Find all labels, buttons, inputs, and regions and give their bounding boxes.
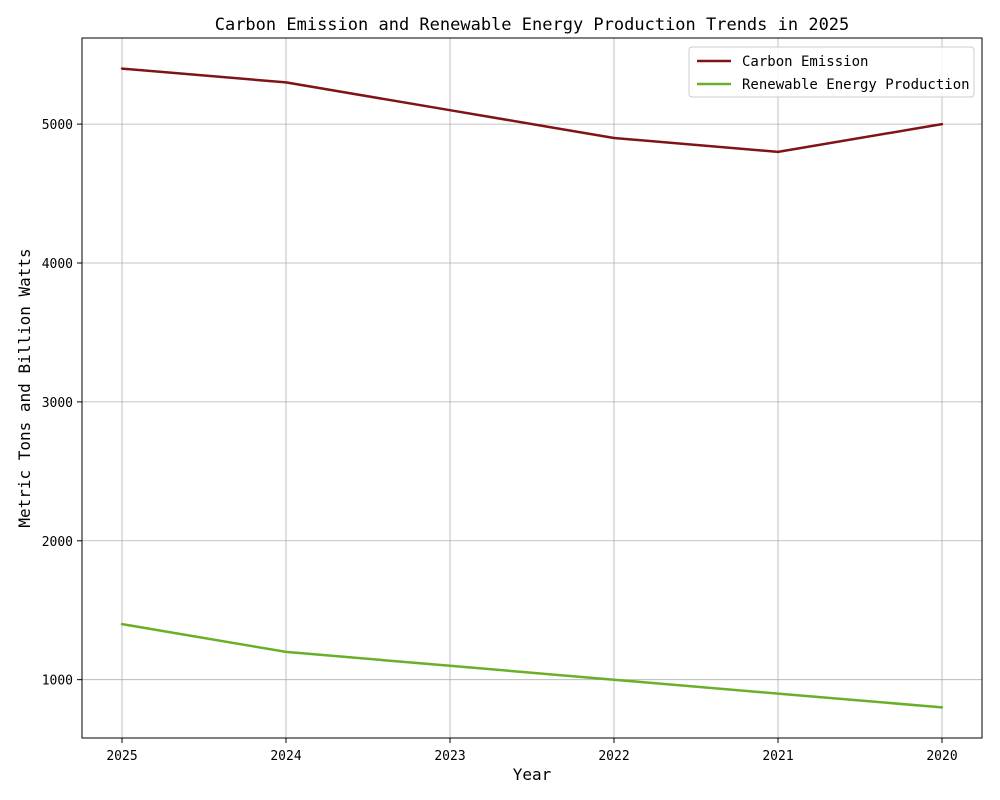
data-point-carbon-emission: [612, 136, 616, 140]
x-tick-label: 2024: [270, 749, 301, 764]
data-point-carbon-emission: [776, 150, 780, 154]
legend-label-carbon-emission: Carbon Emission: [742, 54, 868, 70]
x-tick-label: 2022: [598, 749, 629, 764]
y-tick-label: 5000: [42, 118, 73, 133]
x-axis-ticks: 2025 2024 2023 2022 2021 2020: [106, 738, 958, 764]
x-tick-label: 2020: [926, 749, 957, 764]
plot-frame: [81, 37, 983, 739]
legend-box: [688, 46, 975, 98]
x-axis-label: Year: [513, 765, 552, 784]
data-point-renewable-energy-production: [448, 664, 452, 667]
data-point-renewable-energy-production: [120, 622, 124, 626]
data-point-renewable-energy-production: [612, 678, 616, 681]
series-line-carbon-emission: [121, 67, 943, 154]
x-tick-label: 2021: [762, 749, 793, 764]
data-point-carbon-emission: [940, 122, 944, 126]
y-axis-label: Metric Tons and Billion Watts: [15, 248, 34, 527]
series-line-renewable-energy-production: [121, 622, 943, 709]
series-lines: [120, 67, 944, 709]
y-tick-label: 3000: [42, 396, 73, 411]
data-point-renewable-energy-production: [284, 650, 288, 654]
grid: [82, 38, 982, 738]
legend-label-renewable-energy: Renewable Energy Production: [742, 77, 970, 93]
x-tick-label: 2023: [434, 749, 465, 764]
x-tick-label: 2025: [106, 749, 137, 764]
y-tick-label: 1000: [42, 674, 73, 689]
data-point-carbon-emission: [448, 109, 452, 112]
y-tick-label: 2000: [42, 535, 73, 550]
data-point-carbon-emission: [284, 81, 288, 84]
data-point-renewable-energy-production: [776, 692, 780, 695]
legend: Carbon Emission Renewable Energy Product…: [688, 46, 975, 98]
data-point-renewable-energy-production: [940, 706, 944, 709]
y-axis-ticks: 1000 2000 3000 4000 5000: [42, 118, 82, 689]
data-point-carbon-emission: [120, 67, 124, 70]
y-tick-label: 4000: [42, 257, 73, 272]
chart-title: Carbon Emission and Renewable Energy Pro…: [215, 15, 850, 35]
